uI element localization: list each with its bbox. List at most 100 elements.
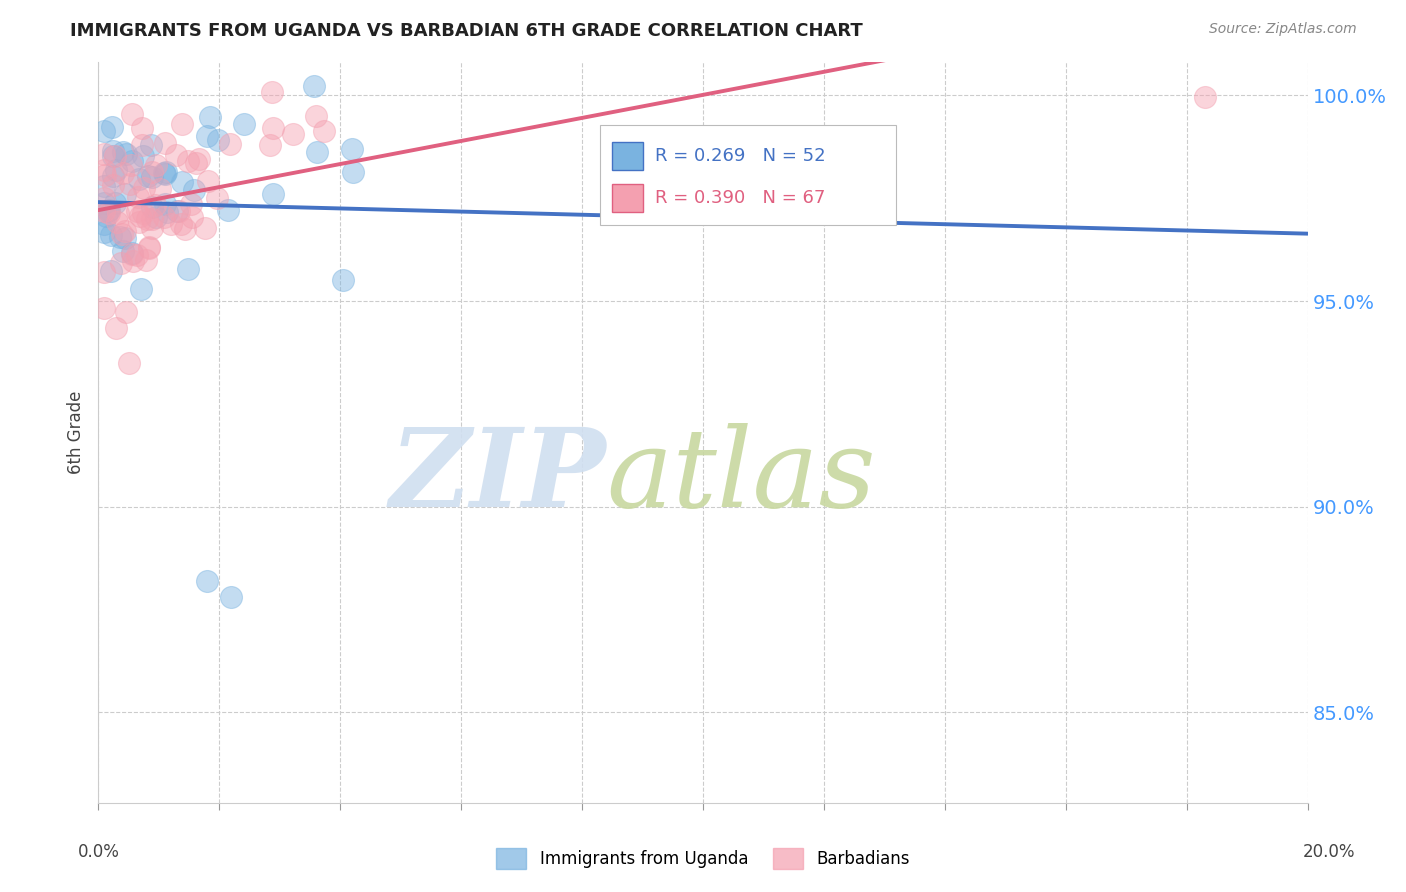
Point xyxy=(145,210,167,224)
Text: R = 0.269   N = 52: R = 0.269 N = 52 xyxy=(655,146,825,165)
Point xyxy=(314,123,336,137)
Point xyxy=(197,174,219,188)
Point xyxy=(262,121,284,136)
Point xyxy=(121,158,143,172)
Point xyxy=(104,321,127,335)
Point xyxy=(111,227,134,242)
Point xyxy=(153,167,176,181)
Point xyxy=(118,178,141,192)
Point xyxy=(145,158,167,172)
Point xyxy=(281,128,304,142)
Point xyxy=(107,206,129,220)
Point xyxy=(100,263,122,277)
Point xyxy=(93,204,115,219)
Point xyxy=(183,183,205,197)
Point xyxy=(129,282,152,296)
Point xyxy=(93,124,115,138)
Point xyxy=(205,190,228,204)
Point xyxy=(112,145,135,159)
Point xyxy=(149,182,172,196)
Point xyxy=(139,137,162,152)
Point xyxy=(128,172,150,186)
Point xyxy=(110,256,132,270)
Point xyxy=(93,146,115,161)
Point xyxy=(188,152,211,166)
Point xyxy=(141,211,163,226)
Point xyxy=(141,221,163,235)
Point xyxy=(101,149,124,163)
Point xyxy=(93,179,115,194)
Point xyxy=(180,196,202,211)
Point xyxy=(152,210,174,224)
Text: atlas: atlas xyxy=(606,424,876,531)
Point xyxy=(121,246,143,260)
Point xyxy=(122,253,145,268)
Point xyxy=(1194,90,1216,104)
Point xyxy=(94,168,117,182)
Point xyxy=(93,301,115,315)
Legend: Immigrants from Uganda, Barbadians: Immigrants from Uganda, Barbadians xyxy=(496,848,910,869)
Point xyxy=(93,217,115,231)
Text: 20.0%: 20.0% xyxy=(1302,843,1355,861)
Point xyxy=(114,186,136,201)
Point xyxy=(93,225,115,239)
FancyBboxPatch shape xyxy=(600,126,897,226)
Point xyxy=(125,247,148,261)
Point xyxy=(131,121,153,136)
Point xyxy=(114,230,136,244)
Text: 0.0%: 0.0% xyxy=(77,843,120,861)
Text: ZIP: ZIP xyxy=(389,424,606,531)
Point xyxy=(152,166,174,180)
Point xyxy=(233,117,256,131)
Point xyxy=(141,165,163,179)
Point xyxy=(138,241,160,255)
Point xyxy=(207,133,229,147)
Point xyxy=(141,200,163,214)
Point xyxy=(364,41,387,55)
Text: R = 0.390   N = 67: R = 0.390 N = 67 xyxy=(655,189,825,207)
Point xyxy=(128,215,150,229)
Point xyxy=(101,144,124,158)
Point xyxy=(97,204,120,219)
Point xyxy=(217,202,239,217)
Point xyxy=(262,85,284,99)
Point xyxy=(131,138,153,153)
Point xyxy=(93,196,115,211)
Point xyxy=(127,190,149,204)
Point xyxy=(195,574,218,588)
Point xyxy=(330,41,353,55)
Point xyxy=(121,247,143,261)
Point xyxy=(153,136,176,150)
Point xyxy=(101,178,124,192)
Point xyxy=(121,154,143,169)
Point xyxy=(134,252,156,267)
Point xyxy=(138,240,160,254)
Point xyxy=(136,169,159,184)
Point xyxy=(136,212,159,227)
Point xyxy=(332,273,354,287)
Point xyxy=(219,137,242,152)
Point xyxy=(143,198,166,212)
Point xyxy=(173,222,195,236)
Point xyxy=(118,356,141,370)
Point xyxy=(103,169,125,183)
Point xyxy=(342,164,364,178)
Point xyxy=(194,221,217,235)
Point xyxy=(131,148,153,162)
Point xyxy=(132,206,155,220)
Point xyxy=(156,205,179,219)
Point xyxy=(141,169,163,184)
Point xyxy=(302,79,325,94)
Bar xyxy=(613,142,643,169)
Point xyxy=(305,145,328,160)
Point xyxy=(112,244,135,258)
Y-axis label: 6th Grade: 6th Grade xyxy=(67,391,86,475)
Point xyxy=(98,202,121,217)
Point xyxy=(195,128,218,143)
Point xyxy=(93,264,115,278)
Bar xyxy=(613,184,643,212)
Point xyxy=(160,217,183,231)
Point xyxy=(134,181,156,195)
Point xyxy=(107,215,129,229)
Point xyxy=(129,209,152,223)
